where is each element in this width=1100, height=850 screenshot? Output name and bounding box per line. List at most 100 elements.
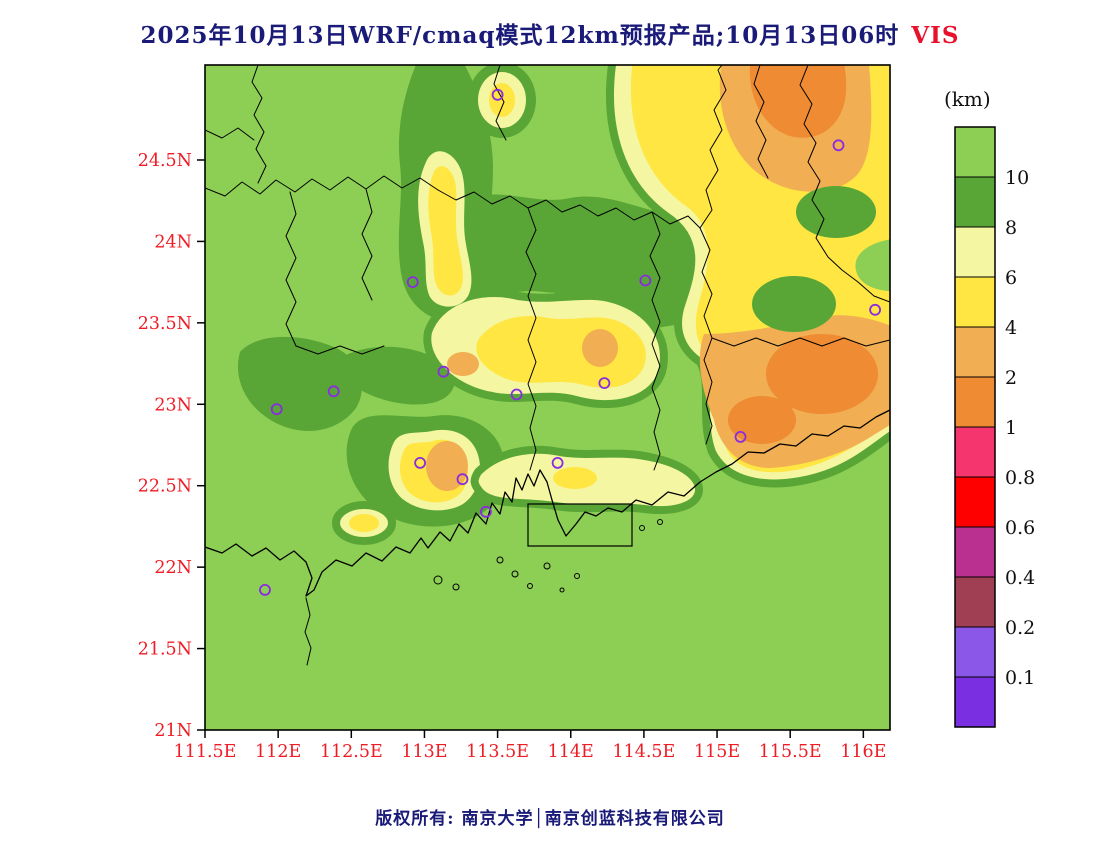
lon-tick-label: 114E: [548, 742, 594, 762]
station-marker: [869, 303, 881, 316]
map-frame: [204, 64, 891, 731]
station-marker: [510, 388, 523, 401]
colorbar-segment: [954, 126, 996, 178]
contour-region: [428, 166, 463, 296]
contour-region: [349, 514, 379, 532]
colorbar-boundary-label: 2: [1005, 367, 1017, 389]
colorbar-boundary-label: 6: [1005, 267, 1017, 289]
colorbar-segment: [954, 176, 996, 228]
city-border: [753, 65, 769, 179]
contour-region: [749, 65, 847, 138]
station-marker: [598, 377, 611, 390]
station-marker: [259, 584, 271, 596]
colorbar-segment: [954, 426, 996, 478]
longitude-axis: 111.5E 112E 112.5E 113E 113.5E 114E 114.5E 115E…: [174, 730, 886, 762]
province-border: [205, 175, 439, 197]
colorbar-segment: [954, 376, 996, 428]
province-border: [437, 189, 701, 229]
island: [657, 519, 663, 525]
colorbar-boundary-label: 0.2: [1005, 617, 1035, 639]
contour-region: [338, 346, 455, 405]
province-border: [251, 65, 267, 184]
lon-tick-label: 113E: [401, 742, 447, 762]
island: [433, 575, 443, 585]
station-markers: [259, 88, 881, 596]
island: [559, 587, 565, 593]
station-marker: [406, 276, 419, 289]
legend-title: (km): [944, 87, 991, 111]
colorbar-boundary-label: 0.6: [1005, 517, 1035, 539]
station-marker: [479, 505, 492, 518]
island: [496, 556, 504, 564]
contour-deeporange-group: [728, 65, 878, 444]
colorbar-segment: [954, 526, 996, 578]
city-border: [525, 207, 537, 471]
lat-tick-label: 24N: [154, 232, 192, 252]
colorbar-segment: [954, 676, 996, 728]
lat-tick-label: 22N: [154, 558, 192, 578]
station-marker: [639, 274, 652, 287]
lat-tick-label: 24.5N: [138, 151, 192, 171]
city-border: [285, 191, 297, 347]
lat-tick-label: 21N: [154, 721, 192, 741]
station-marker: [456, 473, 469, 486]
island: [452, 583, 460, 591]
lon-tick-label: 112E: [255, 742, 301, 762]
colorbar: 10 8 6 4 2 1 0.8 0.6 0.4 0.2 0.1: [954, 126, 1035, 728]
island: [543, 562, 551, 570]
contour-darkgreen-islands: [752, 186, 876, 332]
colorbar-boundary-label: 1: [1005, 417, 1017, 439]
colorbar-boundary-label: 0.4: [1005, 567, 1035, 589]
lon-tick-label: 115E: [694, 742, 740, 762]
contour-region: [752, 276, 836, 332]
colorbar-segment: [954, 326, 996, 378]
city-border: [711, 337, 890, 347]
station-marker: [832, 139, 845, 152]
city-border: [493, 65, 507, 141]
lat-tick-label: 23.5N: [138, 314, 192, 334]
lon-tick-label: 114.5E: [612, 742, 675, 762]
contour-region: [766, 334, 878, 414]
islands: [433, 519, 663, 593]
copyright-text: 版权所有: 南京大学│南京创蓝科技有限公司: [375, 809, 725, 829]
lon-tick-label: 116E: [840, 742, 886, 762]
city-border: [361, 188, 373, 301]
city-border: [649, 211, 661, 471]
page-title: 2025年10月13日WRF/cmaq模式12km预报产品;10月13日06时 V…: [0, 16, 1100, 50]
contour-region: [553, 467, 597, 489]
colorbar-boundary-label: 4: [1005, 317, 1017, 339]
colorbar-boundary-label: 0.8: [1005, 467, 1035, 489]
province-border: [205, 127, 255, 141]
station-marker: [270, 403, 283, 416]
city-border: [304, 597, 312, 666]
colorbar-boundary-label: 0.1: [1005, 667, 1035, 689]
colorbar-segment: [954, 576, 996, 628]
lon-tick-label: 111.5E: [174, 742, 237, 762]
station-marker: [327, 385, 340, 398]
station-marker: [414, 456, 427, 469]
lon-tick-label: 112.5E: [320, 742, 383, 762]
island: [639, 525, 645, 531]
colorbar-border: [954, 126, 996, 728]
boundary-lines: [205, 65, 890, 666]
island: [527, 583, 533, 589]
latitude-axis: 24.5N 24N 23.5N 23N 22.5N 22N 21.5N 21N: [138, 151, 205, 741]
colorbar-segment: [954, 226, 996, 278]
station-marker: [437, 365, 450, 378]
colorbar-segment: [954, 276, 996, 328]
contour-region: [728, 396, 796, 444]
title-variable: VIS: [911, 22, 960, 49]
lat-tick-label: 23N: [154, 395, 192, 415]
subdomain-box: [527, 503, 633, 547]
contour-field: [205, 65, 890, 730]
island: [511, 570, 519, 578]
station-marker: [491, 88, 504, 101]
lat-tick-label: 22.5N: [138, 477, 192, 497]
lon-tick-label: 113.5E: [466, 742, 529, 762]
colorbar-boundary-label: 10: [1005, 167, 1029, 189]
coastline: [205, 409, 890, 597]
city-border: [295, 345, 385, 355]
island: [574, 573, 580, 579]
